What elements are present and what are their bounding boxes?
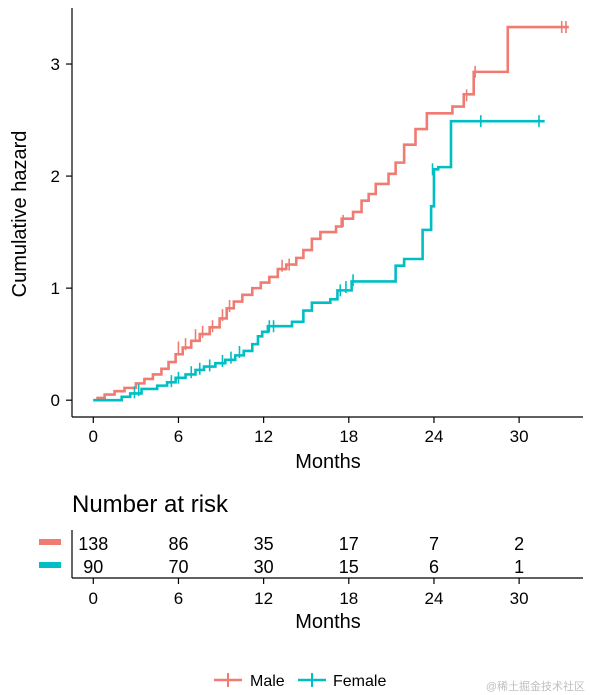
risk-x-tick-label: 30 xyxy=(510,589,529,608)
legend-item-male: Male xyxy=(214,673,285,690)
risk-value-male: 2 xyxy=(514,534,524,554)
risk-x-tick-label: 18 xyxy=(339,589,358,608)
risk-value-female: 1 xyxy=(514,557,524,577)
y-tick-label: 1 xyxy=(51,279,60,298)
risk-row-male-key xyxy=(39,539,61,545)
legend: Male Female xyxy=(214,673,386,690)
risk-x-tick-label: 12 xyxy=(254,589,273,608)
risk-x-ticks: 0 6 12 18 24 30 xyxy=(89,578,529,608)
risk-value-male: 35 xyxy=(254,534,274,554)
series-line-female xyxy=(93,119,545,402)
y-ticks: 0 1 2 3 xyxy=(51,55,72,410)
x-tick-label: 0 xyxy=(89,427,98,446)
risk-x-axis-title: Months xyxy=(295,611,361,633)
risk-value-female: 6 xyxy=(429,557,439,577)
risk-value-female: 30 xyxy=(254,557,274,577)
watermark: @稀土掘金技术社区 xyxy=(486,679,585,693)
risk-row-female-key xyxy=(39,562,61,568)
risk-value-female: 70 xyxy=(168,557,188,577)
series-line-male xyxy=(93,25,569,402)
risk-value-male: 7 xyxy=(429,534,439,554)
risk-value-male: 86 xyxy=(168,534,188,554)
x-tick-label: 24 xyxy=(424,427,443,446)
risk-value-male: 138 xyxy=(78,534,108,554)
x-tick-label: 12 xyxy=(254,427,273,446)
x-ticks: 0 6 12 18 24 30 xyxy=(89,417,529,446)
legend-label-male: Male xyxy=(250,673,285,690)
risk-x-tick-label: 0 xyxy=(89,589,98,608)
x-axis-title: Months xyxy=(295,451,361,473)
curves-layer xyxy=(93,21,569,402)
y-tick-label: 0 xyxy=(51,391,60,410)
legend-label-female: Female xyxy=(333,673,386,690)
y-tick-label: 2 xyxy=(51,167,60,186)
risk-x-tick-label: 24 xyxy=(424,589,443,608)
risk-rows: 138 86 35 17 7 2 90 70 30 15 6 1 xyxy=(78,534,524,577)
risk-value-male: 17 xyxy=(339,534,359,554)
y-tick-label: 3 xyxy=(51,55,60,74)
x-tick-label: 18 xyxy=(339,427,358,446)
risk-value-female: 90 xyxy=(83,557,103,577)
x-tick-label: 30 xyxy=(510,427,529,446)
y-axis-title: Cumulative hazard xyxy=(9,131,31,298)
legend-item-female: Female xyxy=(298,673,386,690)
risk-x-tick-label: 6 xyxy=(174,589,183,608)
x-tick-label: 6 xyxy=(174,427,183,446)
risk-table-title: Number at risk xyxy=(72,491,229,518)
risk-value-female: 15 xyxy=(339,557,359,577)
